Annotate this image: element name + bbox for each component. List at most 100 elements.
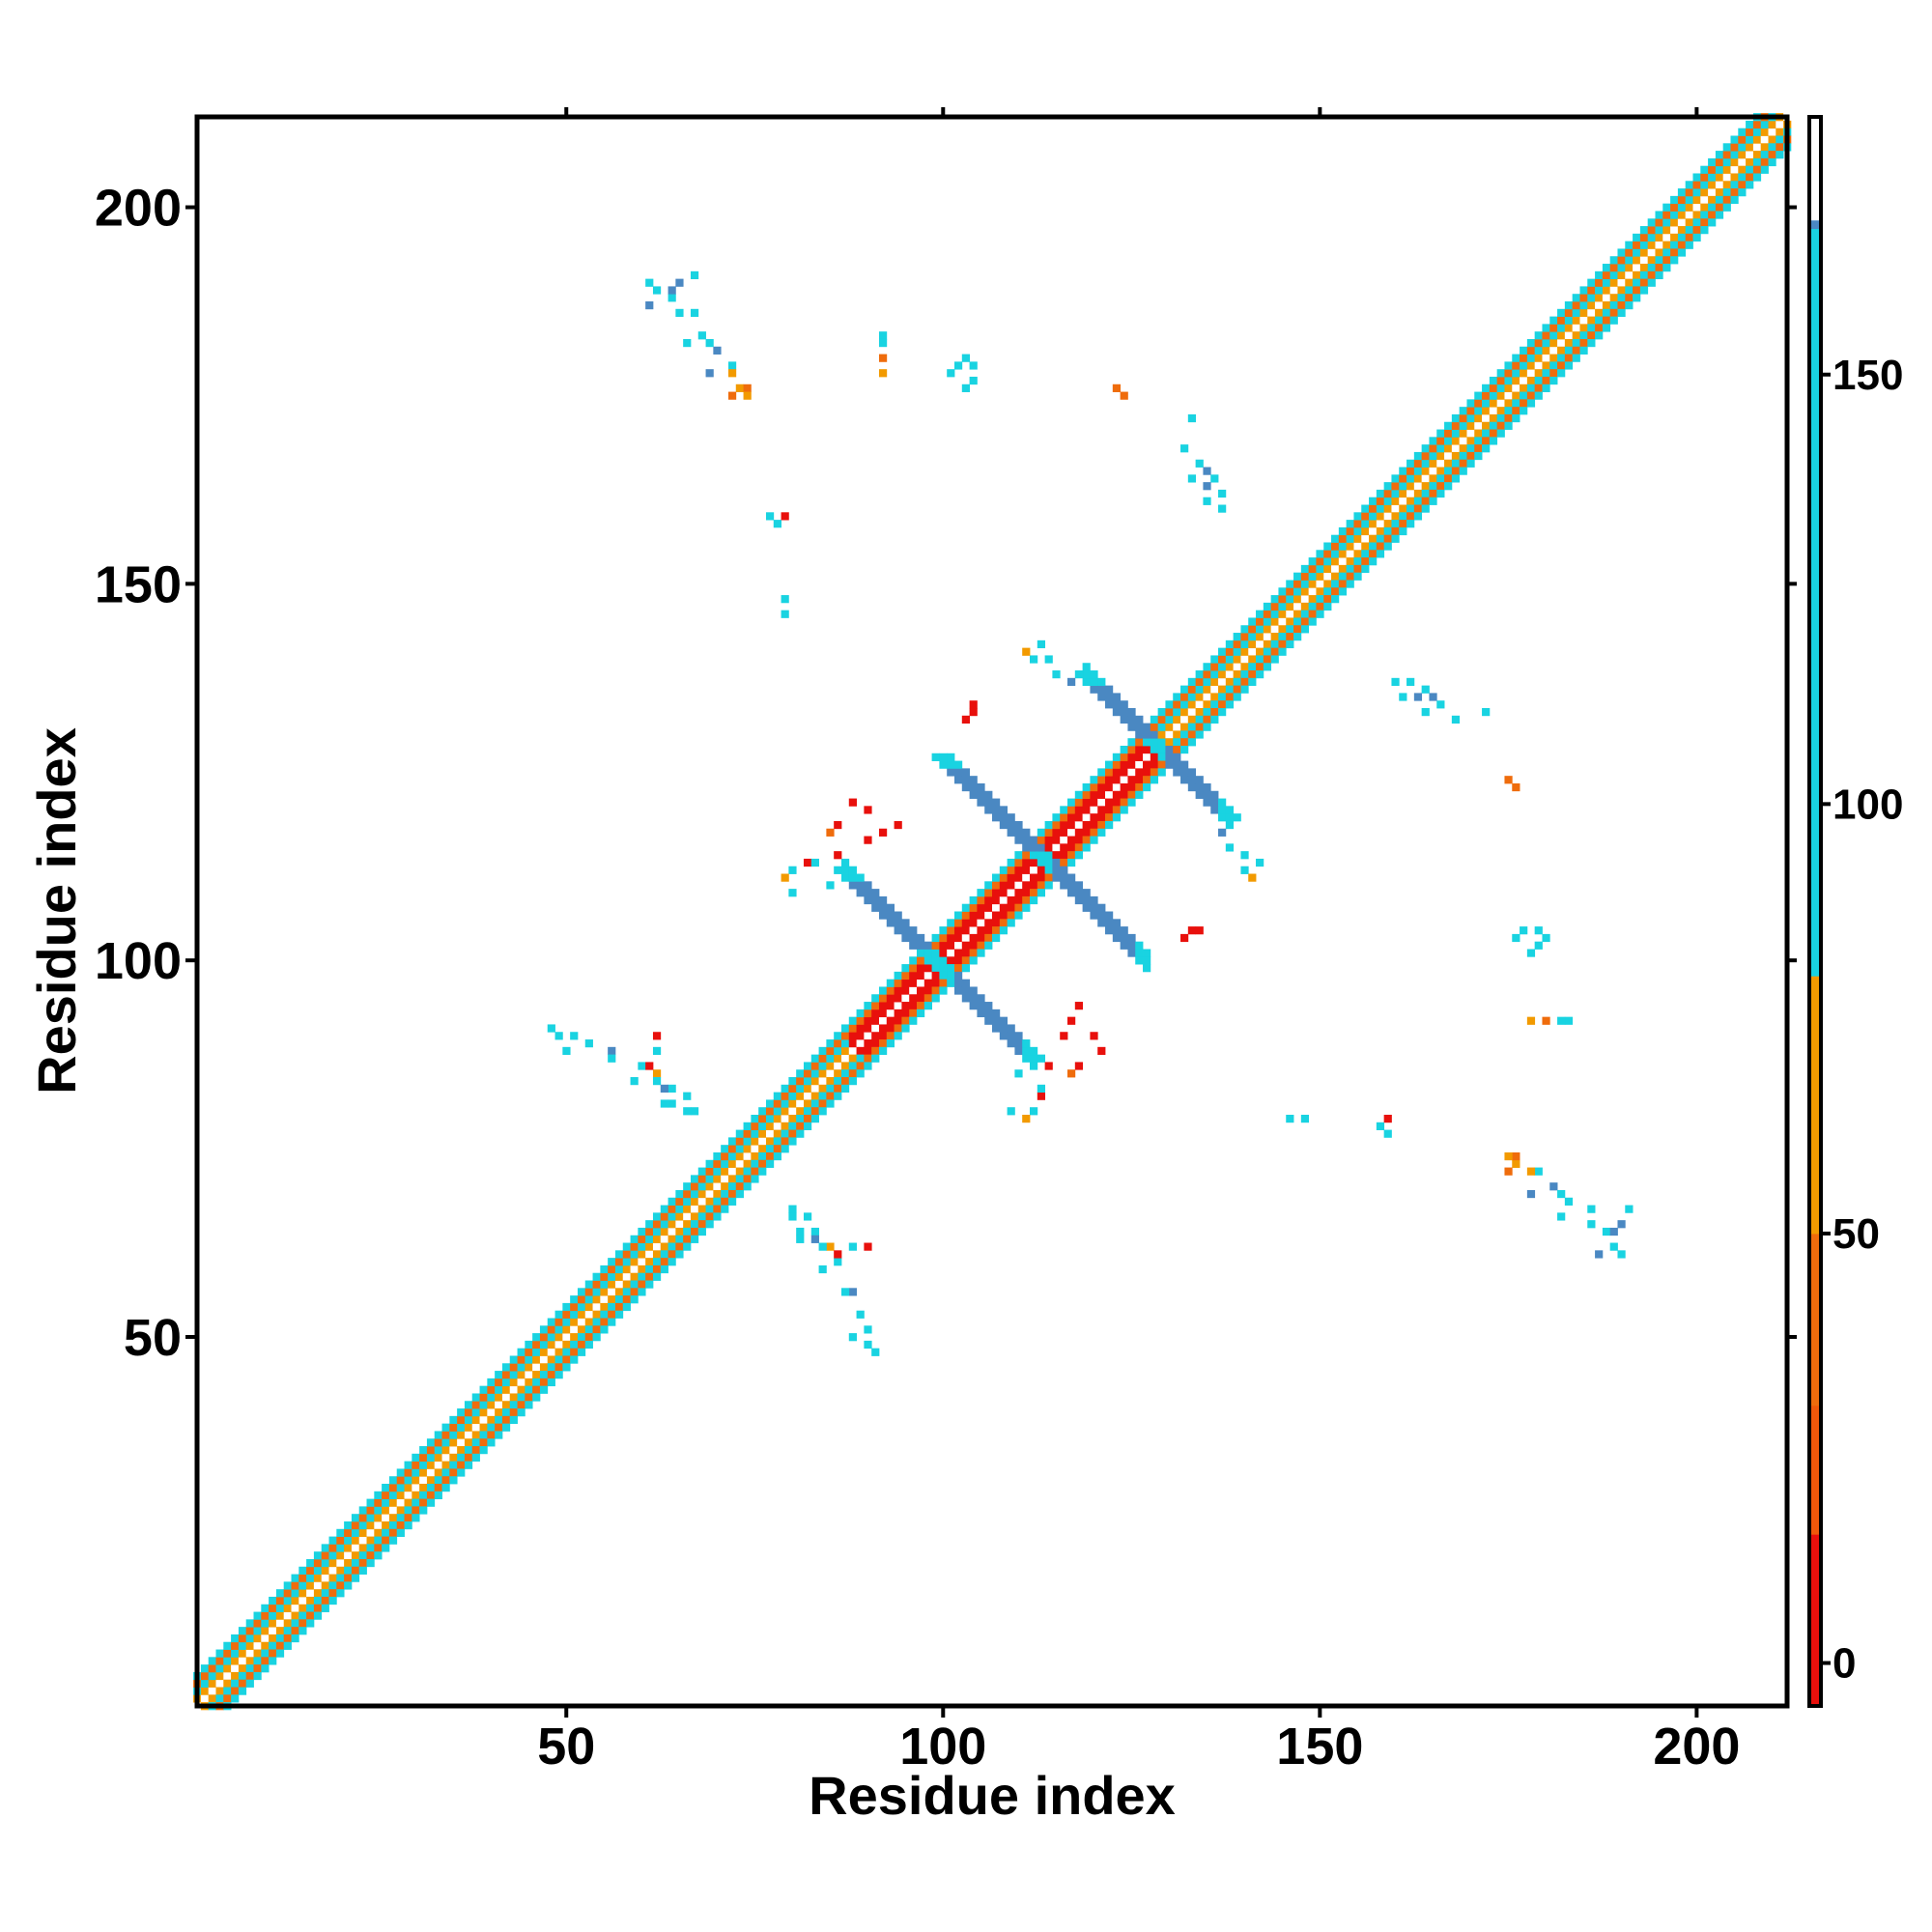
heatmap-cell (984, 889, 993, 897)
heatmap-cell (1180, 685, 1189, 694)
heatmap-cell (1203, 693, 1211, 701)
heatmap-cell (1451, 715, 1461, 724)
heatmap-cell (1738, 143, 1747, 152)
heatmap-cell (638, 1235, 646, 1243)
heatmap-cell (690, 1227, 699, 1236)
heatmap-cell (992, 1009, 1001, 1018)
heatmap-cell (382, 1544, 390, 1552)
heatmap-cell (984, 806, 993, 814)
heatmap-cell (1639, 278, 1649, 287)
heatmap-cell (1090, 903, 1098, 912)
heatmap-cell (834, 820, 842, 830)
heatmap-cell (796, 1084, 805, 1094)
heatmap-cell (856, 1016, 865, 1025)
heatmap-cell (1157, 760, 1166, 769)
heatmap-cell (1060, 866, 1068, 874)
heatmap-cell (638, 1272, 646, 1281)
heatmap-cell (1399, 497, 1407, 505)
heatmap-cell (705, 1182, 714, 1191)
heatmap-cell (1150, 738, 1159, 747)
heatmap-cell (1512, 1159, 1520, 1168)
heatmap-cell (1127, 768, 1136, 777)
heatmap-cell (727, 1182, 737, 1191)
heatmap-cell (826, 1039, 835, 1048)
heatmap-cell (1383, 1115, 1392, 1123)
heatmap-cell (1353, 557, 1362, 566)
heatmap-cell (864, 806, 872, 814)
heatmap-cell (1633, 256, 1641, 265)
heatmap-cell (713, 1167, 722, 1176)
heatmap-cell (1609, 1242, 1618, 1251)
heatmap-cell (245, 1619, 254, 1628)
heatmap-cell (735, 1159, 744, 1168)
heatmap-cell (864, 1062, 872, 1070)
heatmap-cell (781, 1099, 789, 1108)
heatmap-cell (532, 1393, 541, 1402)
heatmap-cell (984, 1016, 993, 1025)
heatmap-cell (1399, 474, 1407, 483)
heatmap-cell (1286, 602, 1294, 611)
heatmap-cell (1150, 760, 1159, 769)
heatmap-cell (909, 986, 918, 995)
heatmap-cell (517, 1355, 526, 1364)
heatmap-cell (1112, 760, 1122, 769)
heatmap-cell (1037, 639, 1046, 649)
heatmap-cell (622, 1242, 631, 1251)
heatmap-cell (1090, 828, 1098, 837)
heatmap-cell (1429, 459, 1437, 468)
heatmap-cell (961, 903, 970, 912)
heatmap-cell (1579, 346, 1588, 355)
heatmap-cell (1534, 331, 1543, 340)
heatmap-cell (1482, 384, 1491, 392)
heatmap-cell (645, 278, 654, 287)
heatmap-cell (374, 1506, 383, 1515)
heatmap-cell (1542, 354, 1550, 362)
heatmap-cell (1120, 926, 1128, 935)
heatmap-cell (713, 1189, 722, 1199)
heatmap-cell (1549, 324, 1558, 332)
heatmap-cell (1730, 165, 1739, 174)
heatmap-cell (1090, 1032, 1098, 1040)
heatmap-cell (939, 926, 948, 935)
heatmap-cell (1316, 587, 1324, 596)
heatmap-cell (697, 1197, 706, 1206)
heatmap-cell (1587, 331, 1596, 340)
heatmap-cell (1233, 693, 1241, 701)
heatmap-cell (1143, 782, 1151, 792)
heatmap-cell (1180, 700, 1189, 709)
heatmap-cell (1526, 346, 1536, 355)
colorbar-tick-label: 50 (1833, 1210, 1880, 1258)
heatmap-cell (1429, 451, 1437, 461)
heatmap-cell (1489, 384, 1498, 392)
heatmap-cell (901, 994, 910, 1003)
heatmap-cell (275, 1611, 285, 1620)
heatmap-cell (1037, 1054, 1046, 1063)
heatmap-cell (826, 1092, 835, 1100)
heatmap-cell (509, 1371, 518, 1379)
heatmap-cell (449, 1446, 458, 1455)
heatmap-cell (864, 1002, 872, 1010)
heatmap-cell (1451, 429, 1461, 438)
heatmap-cell (1120, 760, 1128, 769)
heatmap-cell (1383, 504, 1392, 513)
heatmap-cell (1730, 173, 1739, 182)
heatmap-cell (781, 1122, 789, 1130)
heatmap-cell (683, 1092, 692, 1100)
heatmap-cell (1421, 467, 1430, 475)
heatmap-cell (1323, 564, 1332, 574)
heatmap-cell (690, 1182, 699, 1191)
heatmap-cell (1746, 151, 1754, 159)
heatmap-cell (1647, 278, 1656, 287)
heatmap-cell (1090, 782, 1098, 792)
heatmap-cell (1187, 715, 1197, 724)
heatmap-cell (344, 1581, 353, 1590)
heatmap-cell (773, 1115, 781, 1123)
heatmap-cell (245, 1634, 254, 1643)
heatmap-cell (1474, 437, 1483, 445)
heatmap-cell (1670, 226, 1679, 235)
heatmap-cell (283, 1604, 292, 1612)
heatmap-cell (1203, 700, 1211, 709)
heatmap-cell (1406, 467, 1415, 475)
heatmap-cell (1722, 173, 1731, 182)
heatmap-cell (1406, 512, 1415, 521)
